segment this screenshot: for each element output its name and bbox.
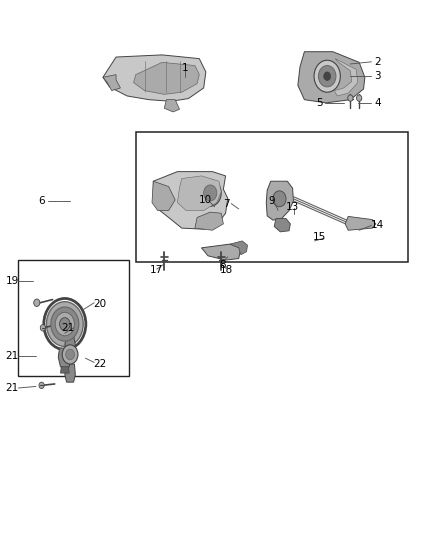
Circle shape xyxy=(34,299,40,306)
Circle shape xyxy=(60,318,70,330)
Polygon shape xyxy=(153,172,228,229)
Text: 18: 18 xyxy=(220,265,233,275)
Text: 15: 15 xyxy=(313,232,326,242)
Circle shape xyxy=(357,95,362,101)
Text: 3: 3 xyxy=(374,71,381,80)
Polygon shape xyxy=(60,367,69,373)
Polygon shape xyxy=(164,100,180,112)
Circle shape xyxy=(348,95,353,101)
Circle shape xyxy=(199,180,221,206)
Polygon shape xyxy=(266,181,293,220)
Text: 20: 20 xyxy=(93,299,106,309)
Polygon shape xyxy=(65,336,75,350)
Polygon shape xyxy=(274,219,290,232)
Circle shape xyxy=(273,191,286,207)
Text: 1: 1 xyxy=(181,63,188,72)
Text: 8: 8 xyxy=(219,260,226,270)
Bar xyxy=(136,132,408,262)
Polygon shape xyxy=(177,176,221,211)
Text: 21: 21 xyxy=(6,383,19,393)
Polygon shape xyxy=(201,244,241,260)
Circle shape xyxy=(39,382,44,389)
Polygon shape xyxy=(195,212,223,230)
Text: 13: 13 xyxy=(286,202,299,212)
Polygon shape xyxy=(298,52,365,103)
Polygon shape xyxy=(65,364,75,382)
Circle shape xyxy=(62,345,78,364)
Polygon shape xyxy=(345,216,376,230)
Polygon shape xyxy=(103,75,120,91)
Circle shape xyxy=(204,185,217,201)
Circle shape xyxy=(314,60,340,92)
Text: 7: 7 xyxy=(223,199,230,208)
Text: 2: 2 xyxy=(374,57,381,67)
Polygon shape xyxy=(152,181,175,211)
Text: 21: 21 xyxy=(61,323,74,333)
Text: 19: 19 xyxy=(6,277,19,286)
Text: 10: 10 xyxy=(198,195,212,205)
Circle shape xyxy=(324,72,331,80)
Polygon shape xyxy=(103,55,206,101)
Polygon shape xyxy=(334,59,358,96)
Text: 5: 5 xyxy=(316,99,323,108)
Text: 9: 9 xyxy=(268,197,275,206)
Circle shape xyxy=(66,349,74,360)
Polygon shape xyxy=(58,348,71,369)
Bar xyxy=(18,260,129,376)
Text: 14: 14 xyxy=(371,221,384,230)
Text: 21: 21 xyxy=(6,351,19,361)
Circle shape xyxy=(318,66,336,87)
Text: 4: 4 xyxy=(374,99,381,108)
Circle shape xyxy=(46,302,83,346)
Text: 6: 6 xyxy=(38,197,45,206)
Circle shape xyxy=(51,307,79,341)
Circle shape xyxy=(40,325,46,331)
Text: 22: 22 xyxy=(93,359,106,368)
Polygon shape xyxy=(230,241,247,255)
Polygon shape xyxy=(134,62,199,94)
Text: 17: 17 xyxy=(150,265,163,275)
Circle shape xyxy=(55,312,74,336)
